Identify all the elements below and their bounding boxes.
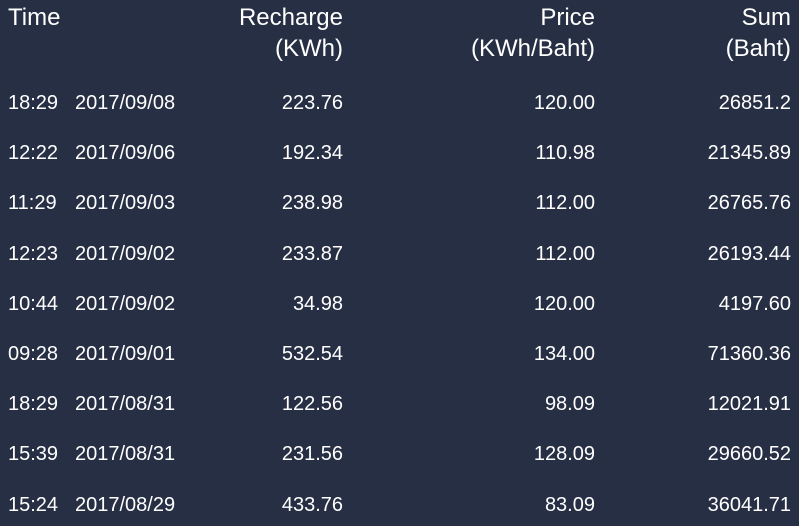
header-sum-unit: (Baht) xyxy=(725,35,791,62)
header-recharge-unit: (KWh) xyxy=(275,35,343,62)
row-price: 112.00 xyxy=(535,242,595,265)
row-sum: 29660.52 xyxy=(707,443,791,466)
row-time: 10:44 xyxy=(8,292,59,315)
row-date: 2017/09/08 xyxy=(75,92,176,114)
row-time: 12:23 xyxy=(8,242,59,265)
recharge-list: 18:29 2017/09/08 223.76 120.00 26851.2 1… xyxy=(0,79,799,526)
row-price: 134.00 xyxy=(533,342,595,365)
row-sum: 4197.60 xyxy=(718,292,791,315)
row-recharge: 223.76 xyxy=(281,92,343,114)
row-recharge: 238.98 xyxy=(281,192,343,215)
row-time: 12:22 xyxy=(8,142,59,165)
row-recharge: 231.56 xyxy=(281,443,343,466)
row-recharge: 192.34 xyxy=(281,142,343,165)
table-row[interactable]: 12:23 2017/09/02 233.87 112.00 26193.44 xyxy=(0,230,799,280)
row-date: 2017/08/31 xyxy=(75,393,176,416)
row-price: 83.09 xyxy=(544,493,595,516)
row-sum: 26851.2 xyxy=(718,92,791,114)
row-date: 2017/09/02 xyxy=(75,292,176,315)
table-row[interactable]: 11:29 2017/09/03 238.98 112.00 26765.76 xyxy=(0,179,799,229)
row-date: 2017/09/06 xyxy=(75,142,176,165)
row-price: 98.09 xyxy=(544,393,595,416)
row-price: 120.00 xyxy=(533,292,595,315)
row-sum: 71360.36 xyxy=(707,342,791,365)
row-price: 112.00 xyxy=(535,192,595,215)
header-price: Price (KWh/Baht) xyxy=(471,2,595,64)
row-recharge: 233.87 xyxy=(281,242,343,265)
row-time: 18:29 xyxy=(8,393,59,416)
header-time: Time xyxy=(8,2,60,33)
row-date: 2017/08/31 xyxy=(75,443,176,466)
row-sum: 12021.91 xyxy=(707,393,791,416)
header-sum-label: Sum xyxy=(741,4,791,31)
table-row[interactable]: 18:29 2017/09/08 223.76 120.00 26851.2 xyxy=(0,79,799,129)
row-sum: 21345.89 xyxy=(707,142,791,165)
row-date: 2017/09/01 xyxy=(75,342,176,365)
row-sum: 36041.71 xyxy=(707,493,791,516)
row-sum: 26765.76 xyxy=(707,192,791,215)
row-price: 128.09 xyxy=(533,443,595,466)
header-price-unit: (KWh/Baht) xyxy=(470,35,595,62)
row-time: 11:29 xyxy=(8,192,57,215)
header-price-label: Price xyxy=(540,4,595,31)
table-row[interactable]: 15:39 2017/08/31 231.56 128.09 29660.52 xyxy=(0,430,799,480)
row-sum: 26193.44 xyxy=(707,242,791,265)
table-row[interactable]: 09:28 2017/09/01 532.54 134.00 71360.36 xyxy=(0,330,799,380)
row-recharge: 433.76 xyxy=(281,493,343,516)
row-recharge: 532.54 xyxy=(281,342,343,365)
table-header: Time Recharge (KWh) Price (KWh/Baht) Sum… xyxy=(0,0,799,80)
table-row[interactable]: 15:24 2017/08/29 433.76 83.09 36041.71 xyxy=(0,481,799,526)
row-time: 15:24 xyxy=(8,493,59,516)
row-time: 18:29 xyxy=(8,92,59,114)
row-date: 2017/08/29 xyxy=(75,493,176,516)
table-row[interactable]: 18:29 2017/08/31 122.56 98.09 12021.91 xyxy=(0,380,799,430)
row-recharge: 34.98 xyxy=(292,292,343,315)
row-date: 2017/09/03 xyxy=(75,192,176,215)
row-time: 09:28 xyxy=(8,342,59,365)
header-recharge-label: Recharge xyxy=(238,4,343,31)
header-sum: Sum (Baht) xyxy=(726,2,791,64)
row-date: 2017/09/02 xyxy=(75,242,176,265)
header-time-label: Time xyxy=(8,4,61,31)
row-price: 110.98 xyxy=(535,142,595,165)
header-recharge: Recharge (KWh) xyxy=(239,2,343,64)
table-row[interactable]: 10:44 2017/09/02 34.98 120.00 4197.60 xyxy=(0,280,799,330)
row-price: 120.00 xyxy=(533,92,595,114)
table-row[interactable]: 12:22 2017/09/06 192.34 110.98 21345.89 xyxy=(0,129,799,179)
row-recharge: 122.56 xyxy=(281,393,343,416)
row-time: 15:39 xyxy=(8,443,59,466)
